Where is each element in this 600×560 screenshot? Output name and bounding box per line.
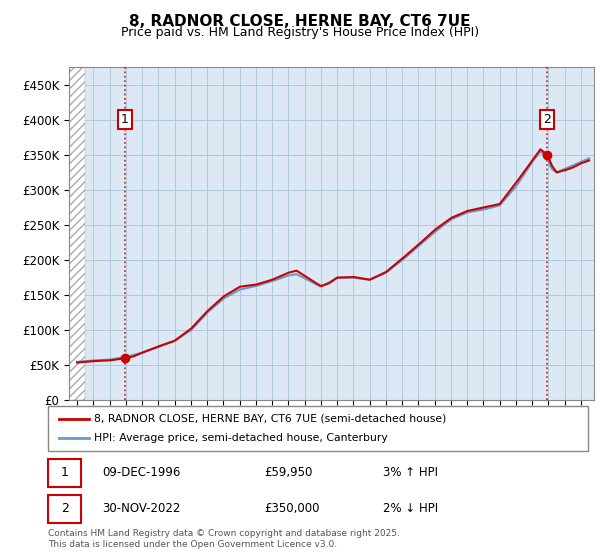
Text: £59,950: £59,950 [264, 466, 313, 479]
Text: 2: 2 [61, 502, 68, 515]
Text: 3% ↑ HPI: 3% ↑ HPI [383, 466, 438, 479]
Text: 09-DEC-1996: 09-DEC-1996 [102, 466, 181, 479]
Bar [69, 67, 85, 400]
Text: Price paid vs. HM Land Registry's House Price Index (HPI): Price paid vs. HM Land Registry's House … [121, 26, 479, 39]
Text: 1: 1 [61, 466, 68, 479]
FancyBboxPatch shape [48, 459, 82, 487]
Text: 30-NOV-2022: 30-NOV-2022 [102, 502, 181, 515]
Text: 8, RADNOR CLOSE, HERNE BAY, CT6 7UE (semi-detached house): 8, RADNOR CLOSE, HERNE BAY, CT6 7UE (sem… [94, 413, 446, 423]
Text: 2% ↓ HPI: 2% ↓ HPI [383, 502, 438, 515]
Text: Contains HM Land Registry data © Crown copyright and database right 2025.
This d: Contains HM Land Registry data © Crown c… [48, 529, 400, 549]
Text: £350,000: £350,000 [264, 502, 320, 515]
Text: 1: 1 [121, 113, 128, 127]
Text: HPI: Average price, semi-detached house, Canterbury: HPI: Average price, semi-detached house,… [94, 433, 388, 444]
FancyBboxPatch shape [48, 496, 82, 523]
Text: 8, RADNOR CLOSE, HERNE BAY, CT6 7UE: 8, RADNOR CLOSE, HERNE BAY, CT6 7UE [129, 14, 471, 29]
Text: 2: 2 [543, 113, 551, 127]
